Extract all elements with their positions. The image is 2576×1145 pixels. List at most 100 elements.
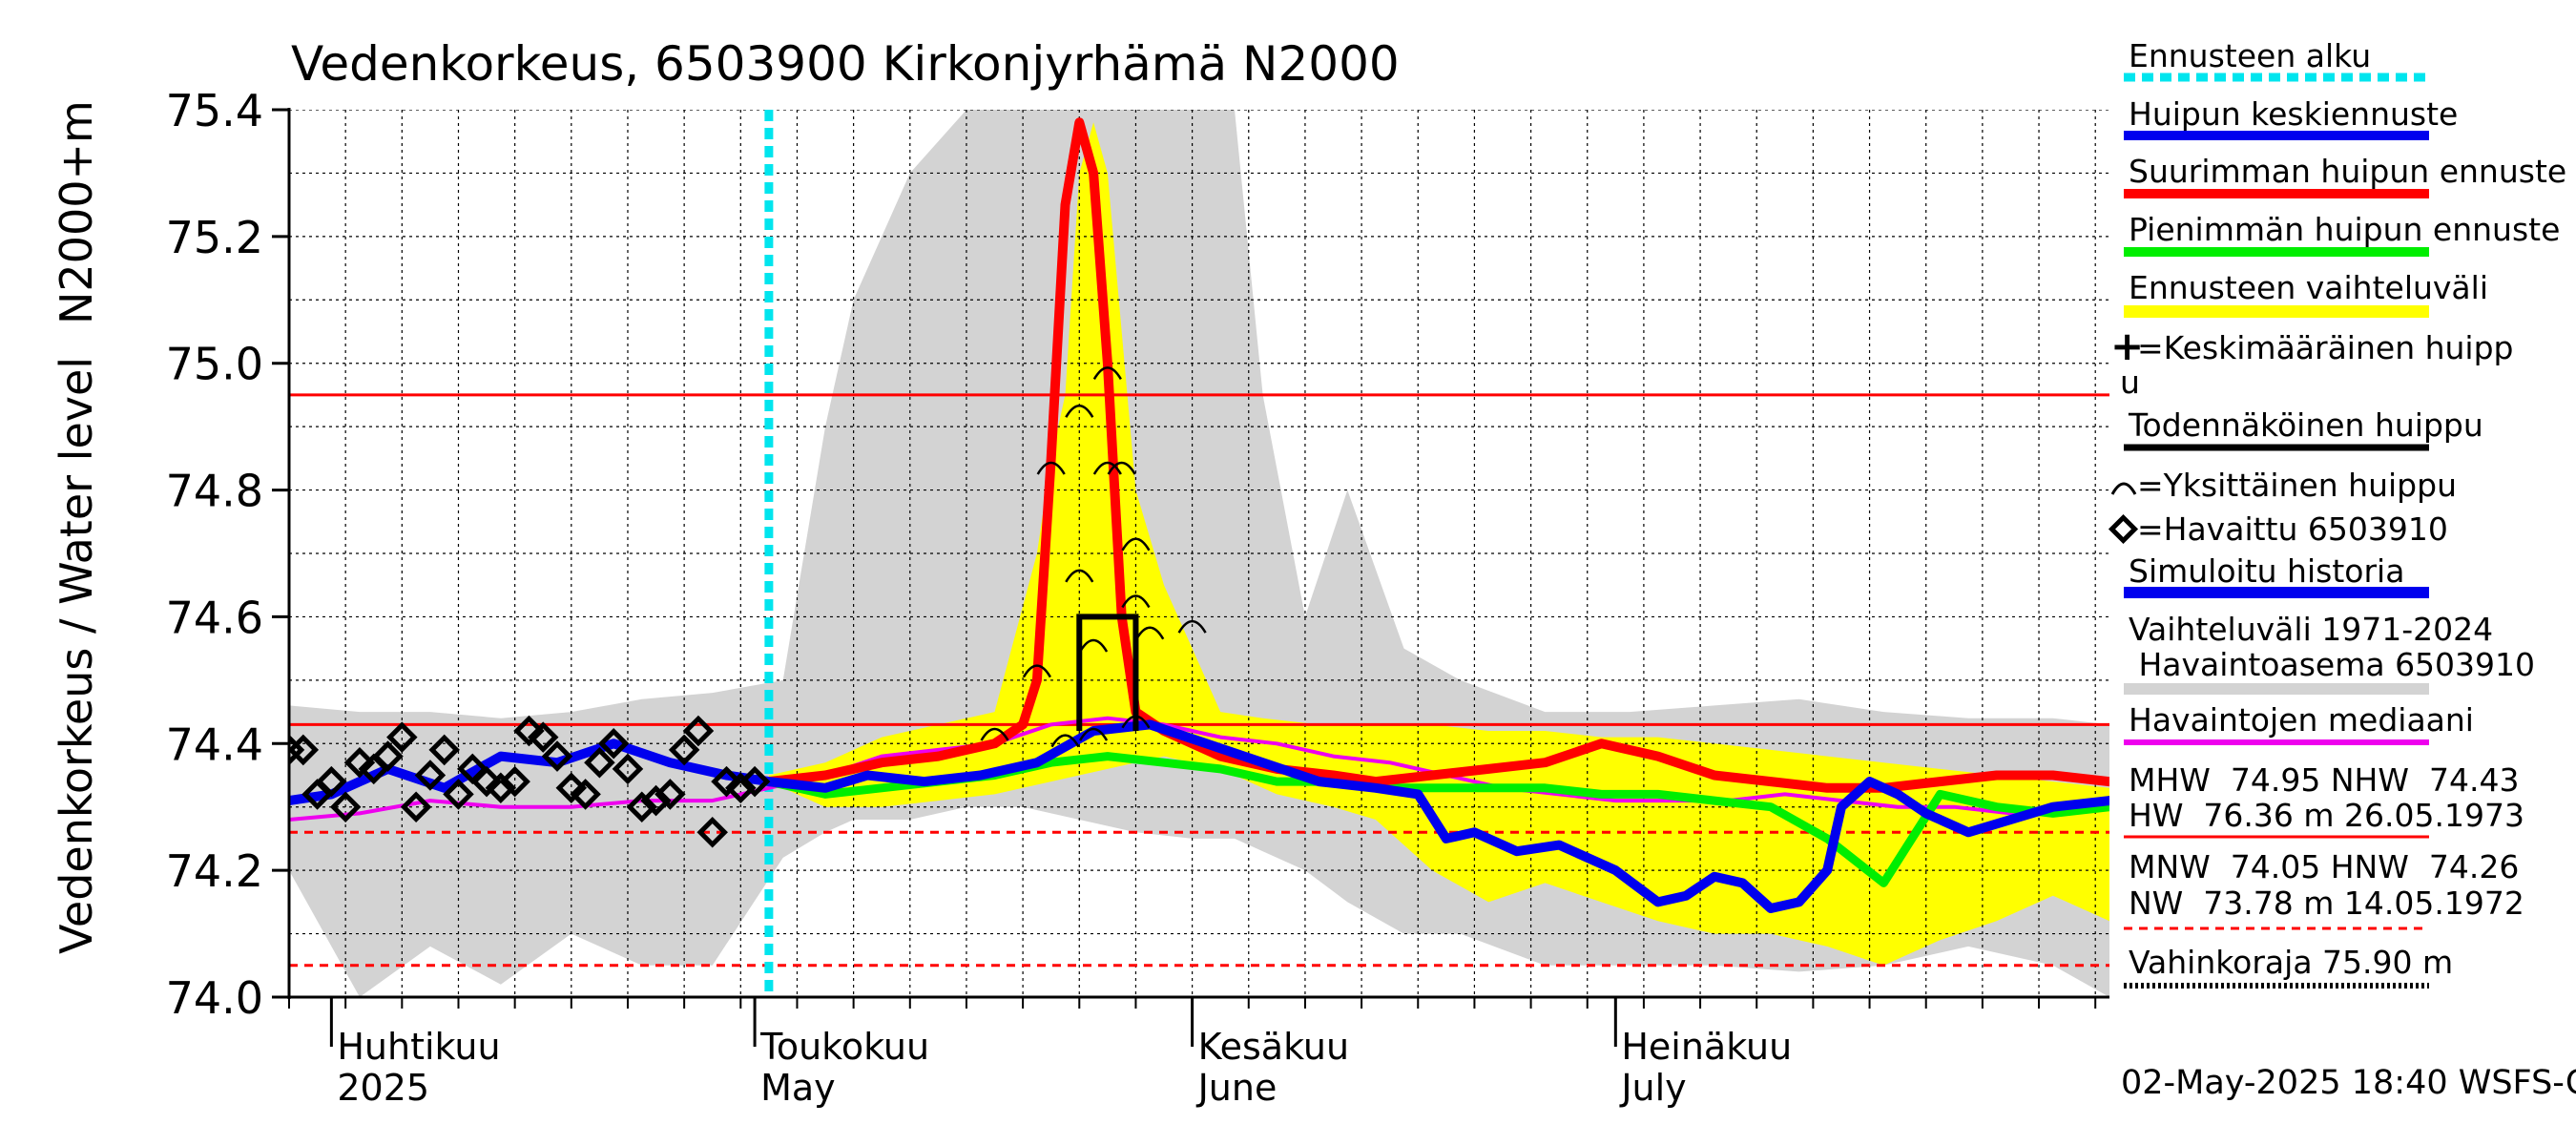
y-tick-label: 75.4 [166,85,263,136]
plus-icon: + [2110,323,2144,369]
observed-point [612,753,644,785]
simulated-history-line [289,719,2109,913]
x-month-label: Huhtikuu [337,1026,500,1068]
x-month-label: Toukokuu [759,1026,929,1068]
legend-observed-label: =Havaittu 6503910 [2137,510,2448,548]
single-peak-arc [1036,461,1066,475]
legend-damage-limit: Vahinkoraja 75.90 m [2124,944,2453,989]
legend-single-peak-label: =Yksittäinen huippu [2137,467,2457,504]
legend: Ennusteen alku Huipun keskiennuste Suuri… [2108,37,2566,989]
single-peak-arc [1022,664,1051,678]
observed-point [711,765,742,798]
y-axis-unit-label: N2000+m [51,100,102,324]
legend-median-label: Havaintojen mediaani [2129,701,2474,739]
single-peak-arc [1121,594,1151,609]
reference-lines-layer [289,110,2109,997]
y-tick-label: 74.8 [166,466,263,517]
single-peak-arc [1177,619,1207,634]
observed-point [289,734,320,766]
legend-mean-peak-forecast: Huipun keskiennuste [2124,95,2458,140]
legend-simulated-history-label: Simuloitu historia [2129,552,2404,590]
observed-point [682,715,715,747]
observed-point [626,791,658,822]
legend-min-peak-forecast-label: Pienimmän huipun ennuste [2129,211,2560,248]
legend-forecast-start: Ennusteen alku [2124,37,2429,82]
single-peak-arc [1065,404,1094,418]
legend-probable-peak-label: Todennäköinen huippu [2128,406,2483,444]
legend-mhw-label: MHW 74.95 NHW 74.43 [2129,761,2519,799]
legend-probable-peak: Todennäköinen huippu [2124,406,2483,451]
single-peak-arc [1135,626,1165,640]
x-month-label: Heinäkuu [1621,1026,1792,1068]
observed-point [343,746,376,779]
grid-layer [289,110,2109,997]
legend-mean-peak: + =Keskimääräinen huipp u [2110,323,2514,401]
footer-timestamp: 02-May-2025 18:40 WSFS-O [2121,1064,2576,1102]
observed-point [428,734,460,766]
single-peak-arc [1092,366,1122,381]
y-tick-label: 75.2 [166,212,263,263]
y-tick-label: 75.0 [166,339,263,390]
legend-forecast-start-label: Ennusteen alku [2129,37,2371,74]
legend-history-range-station: Havaintoasema 6503910 [2129,646,2535,683]
chart-title: Vedenkorkeus, 6503900 Kirkonjyrhämä N200… [291,36,1400,92]
observed-point [555,772,588,804]
legend-nw-label: NW 73.78 m 14.05.1972 [2129,885,2524,922]
y-tick-label: 74.6 [166,592,263,643]
legend-low-water-stats: MNW 74.05 HNW 74.26 NW 73.78 m 14.05.197… [2124,848,2524,930]
single-peak-arc [1065,569,1094,583]
observed-point [400,791,432,822]
single-peak-arc [1121,537,1151,552]
single-peak-arc [1121,715,1151,729]
x-month-label-en: May [760,1067,836,1109]
y-tick-label: 74.4 [166,718,263,770]
single-peak-arc [1050,734,1080,748]
y-tick-label: 74.2 [166,845,263,897]
observed-point [597,728,630,760]
legend-hw-label: HW 76.36 m 26.05.1973 [2129,797,2524,834]
observed-point [584,746,615,779]
observed-point [738,765,771,798]
legend-simulated-history: Simuloitu historia [2124,552,2429,598]
legend-median: Havaintojen mediaani [2124,701,2474,745]
axes-layer: 74.0 74.2 74.4 74.6 74.8 75.0 75.2 75.4 Huhtikuu… [166,85,2109,1109]
legend-max-peak-forecast-label: Suurimman huipun ennuste [2129,153,2566,190]
observed-point [470,765,503,798]
observed-point [640,784,672,817]
x-month-label-en: July [1619,1067,1686,1109]
legend-damage-limit-label: Vahinkoraja 75.90 m [2129,944,2453,981]
observed-point [443,779,474,810]
plot-area [289,110,2109,997]
observed-point [570,779,601,810]
observed-point [485,772,517,804]
legend-forecast-range-label: Ennusteen vaihteluväli [2129,269,2488,306]
diamond-icon [2108,513,2139,545]
legend-history-range: Vaihteluväli 1971-2024 Havaintoasema 650… [2124,611,2535,695]
observed-point [725,772,757,804]
legend-mean-peak-label: =Keskimääräinen huipp [2137,329,2514,366]
legend-mean-peak-forecast-label: Huipun keskiennuste [2129,95,2458,133]
single-peak-arc [1078,727,1109,741]
x-month-label-en: June [1196,1067,1278,1109]
observed-point [316,765,347,798]
arc-icon [2110,482,2137,495]
legend-mnw-label: MNW 74.05 HNW 74.26 [2129,848,2519,885]
observed-point [527,721,559,753]
legend-forecast-range-swatch [2124,305,2429,318]
legend-observed: =Havaittu 6503910 [2108,510,2448,548]
probable-peak-box [1076,614,1139,731]
legend-min-peak-forecast: Pienimmän huipun ennuste [2124,211,2560,257]
legend-single-peak: =Yksittäinen huippu [2110,467,2457,504]
legend-high-water-stats: MHW 74.95 NHW 74.43 HW 76.36 m 26.05.197… [2124,761,2524,839]
y-axis-label: Vedenkorkeus / Water level [51,357,102,954]
observed-point [541,740,573,772]
legend-mean-peak-label-cont: u [2120,364,2140,401]
observed-point [513,715,545,747]
x-month-label-en: 2025 [337,1067,429,1109]
y-tick-label: 74.0 [166,972,263,1024]
observed-point [499,765,530,798]
observed-point [329,791,362,822]
single-peak-arc [1078,638,1109,653]
observed-point [386,721,418,753]
